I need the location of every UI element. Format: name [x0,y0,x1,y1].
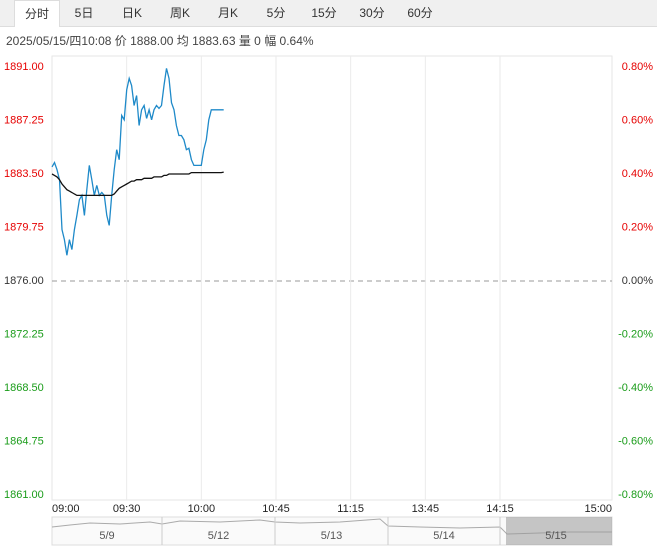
y2-tick-label: -0.20% [618,328,653,340]
tab[interactable]: 5分 [266,6,286,20]
tab[interactable]: 月K [217,6,238,20]
y-tick-label: 1864.75 [4,435,44,447]
y-tick-label: 1861.00 [4,489,44,501]
x-tick-label: 10:45 [262,503,290,515]
y-tick-label: 1887.25 [4,114,44,126]
navigator-day-label: 5/9 [99,530,114,542]
navigator-day-label: 5/14 [433,530,454,542]
tab[interactable]: 60分 [407,6,433,20]
y-tick-label: 1891.00 [4,61,44,73]
y2-tick-label: 0.00% [622,275,653,287]
y2-tick-label: 0.80% [622,61,653,73]
tab[interactable]: 分时 [14,0,60,27]
x-tick-label: 11:15 [337,503,364,515]
navigator-day-label: 5/15 [545,530,566,542]
tab[interactable]: 日K [121,6,142,20]
x-tick-label: 09:00 [52,503,80,515]
price-line [51,68,224,256]
y-tick-label: 1868.50 [4,382,44,394]
tab[interactable]: 30分 [359,6,385,20]
y2-tick-label: -0.40% [618,382,653,394]
tab[interactable]: 15分 [311,6,337,20]
y2-tick-label: -0.80% [618,489,653,501]
tab[interactable]: 周K [169,6,190,20]
y-tick-label: 1872.25 [4,328,44,340]
x-tick-label: 10:00 [188,503,216,515]
y2-tick-label: 0.20% [622,221,653,233]
navigator-sparkline [51,518,612,535]
x-tick-label: 09:30 [113,503,141,515]
tab[interactable]: 5日 [74,6,94,20]
y2-tick-label: 0.40% [622,168,653,180]
plot-frame [51,55,613,501]
x-tick-label: 15:00 [584,503,612,515]
navigator-selection [506,517,612,545]
x-tick-label: 13:45 [412,503,440,515]
navigator-day-label: 5/12 [208,530,229,542]
tab-bar: 分时 5日 日K 周K 月K 5分 15分 30分 60分 [0,0,657,27]
x-tick-label: 14:15 [486,503,514,515]
y-tick-label: 1883.50 [4,168,44,180]
y2-tick-label: -0.60% [618,435,653,447]
price-line [51,171,224,197]
y2-tick-label: 0.60% [622,114,653,126]
info-line: 2025/05/15/四10:08 价 1888.00 均 1883.63 量 … [6,34,314,48]
y-tick-label: 1876.00 [4,275,44,287]
y-tick-label: 1879.75 [4,221,44,233]
navigator-day-label: 5/13 [321,530,342,542]
